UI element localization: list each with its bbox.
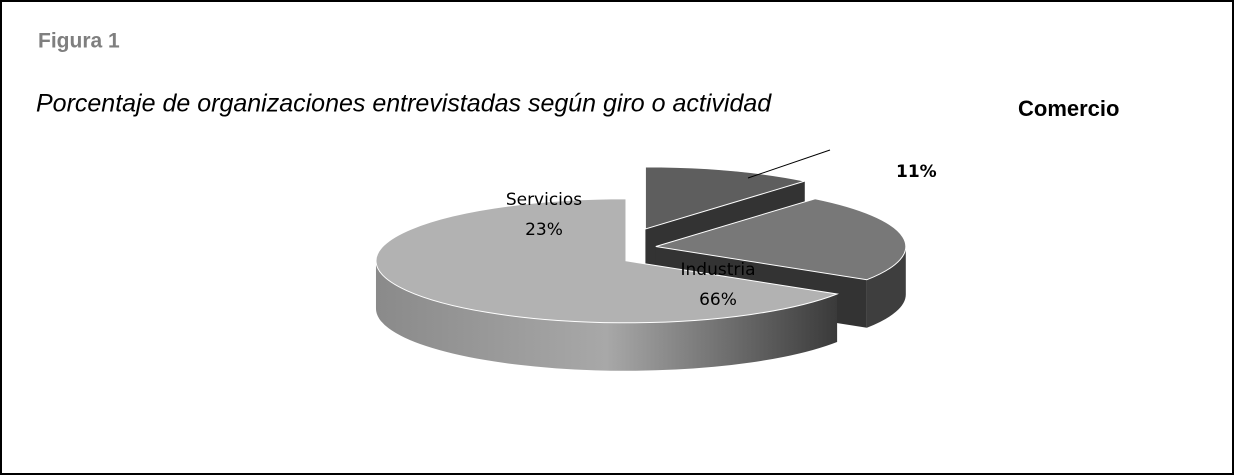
slice-label: Servicios — [506, 190, 582, 210]
slice — [375, 198, 839, 371]
chart-title: Porcentaje de organizaciones entrevistad… — [36, 90, 772, 118]
leader-line — [747, 149, 831, 179]
slice-label: Comercio — [1018, 96, 1119, 121]
slice-value: 11% — [896, 162, 937, 182]
slice-side — [375, 260, 838, 371]
slice-top — [375, 198, 839, 324]
slice-top — [655, 198, 907, 281]
slice-top — [644, 166, 805, 230]
slice-label: Industria — [680, 260, 755, 280]
pie — [375, 166, 907, 371]
figure-label: Figura 1 — [38, 30, 120, 53]
slice-value: 23% — [525, 220, 563, 240]
slice-value: 66% — [699, 290, 737, 310]
slice-side — [866, 246, 906, 328]
